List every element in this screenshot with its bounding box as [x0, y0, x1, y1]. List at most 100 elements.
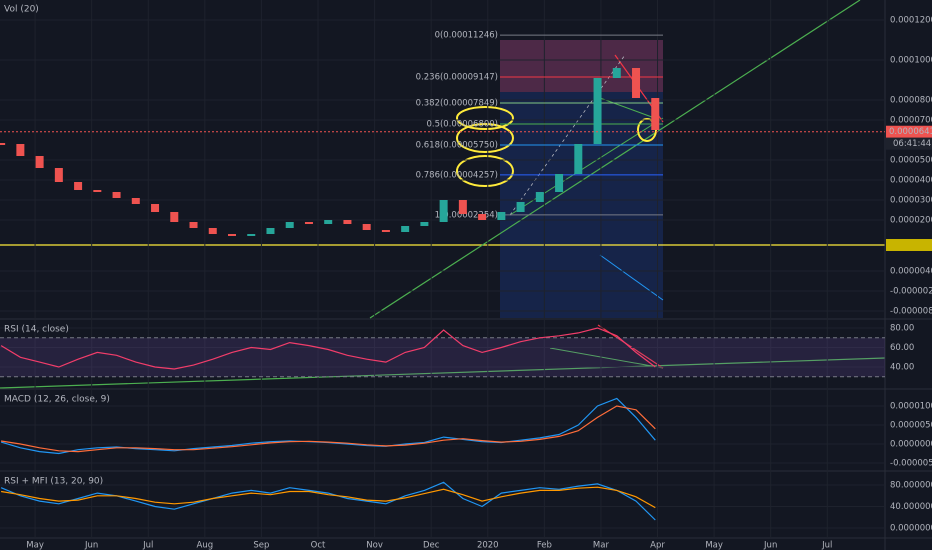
y-tick-label: 0.00012000: [890, 16, 932, 26]
candle: [478, 214, 487, 220]
x-tick-label: Aug: [197, 541, 214, 550]
y-tick-label: 0.00000400: [890, 267, 932, 277]
y-tick-label: -0.00000200: [890, 287, 932, 297]
y-tick-label: 40.00: [890, 363, 914, 373]
fib-label: 0.786(0.00004257): [416, 170, 498, 180]
fib-label: 0.236(0.00009147): [416, 73, 498, 83]
candle: [0, 143, 6, 145]
x-tick-label: May: [26, 541, 44, 550]
candle: [593, 78, 602, 144]
candle: [151, 204, 160, 212]
y-tick-label: -0.00000500: [890, 459, 932, 469]
candle: [343, 220, 352, 224]
y-tick-label: 0.00008000: [890, 96, 932, 106]
candle: [362, 224, 371, 230]
y-tick-label: 80.00: [890, 324, 914, 334]
rsi-trendline: [549, 347, 664, 369]
candle: [497, 212, 506, 220]
fib-diagonal: [509, 54, 626, 216]
candle: [304, 222, 313, 224]
fib-label: 1(0.00002254): [435, 210, 498, 220]
x-tick-label: May: [705, 541, 723, 550]
pane-title: RSI + MFI (13, 20, 90): [4, 477, 103, 487]
candle: [228, 234, 237, 236]
countdown-tag: [886, 137, 932, 150]
x-tick-label: Sep: [253, 541, 269, 550]
y-tick-label: -0.00000800: [890, 307, 932, 317]
candle: [516, 202, 525, 212]
candle: [632, 68, 641, 98]
trendline: [509, 117, 664, 216]
y-tick-label: 60.00: [890, 343, 914, 353]
candle: [247, 234, 256, 236]
highlight: [456, 106, 514, 130]
candle: [401, 226, 410, 232]
candle: [54, 168, 63, 182]
fib-label: 0.618(0.00005750): [416, 141, 498, 151]
highlight: [456, 155, 514, 187]
x-tick-label: 2020: [477, 541, 499, 550]
y-tick-label: 0.00000000: [890, 524, 932, 534]
highlight: [456, 123, 514, 153]
rsi-trendline: [0, 357, 886, 389]
candle: [555, 174, 564, 192]
candle: [74, 182, 83, 190]
y-tick-label: 0.00005000: [890, 156, 932, 166]
indicator-line: [0, 481, 656, 521]
candle: [93, 190, 102, 192]
trendline: [369, 0, 861, 319]
x-tick-label: Oct: [311, 541, 326, 550]
y-tick-label: 0.00001000: [890, 401, 932, 411]
trendline: [599, 254, 664, 301]
y-tick-label: 0.00003000: [890, 196, 932, 206]
x-tick-label: Jul: [142, 541, 153, 550]
last-price-tag: [886, 125, 932, 138]
candle: [285, 222, 294, 228]
y-tick-label: 80.00000000: [890, 481, 932, 491]
candle: [535, 192, 544, 202]
indicator-line: [0, 327, 656, 370]
pane-title: MACD (12, 26, close, 9): [4, 395, 110, 405]
pane-title: Vol (20): [4, 5, 39, 15]
y-tick-label: 0.00000500: [890, 420, 932, 430]
x-tick-label: Jul: [821, 541, 832, 550]
y-tick-label: 0.00002000: [890, 216, 932, 226]
fib-label: 0(0.00011246): [435, 31, 498, 41]
pane-title: RSI (14, close): [4, 325, 69, 335]
candle: [112, 192, 121, 198]
candle: [458, 200, 467, 214]
candle: [381, 230, 390, 232]
candle: [612, 68, 621, 78]
countdown-label: 06:41:44: [893, 139, 931, 149]
candle: [324, 220, 333, 224]
candle: [651, 98, 660, 130]
x-tick-label: Dec: [423, 541, 440, 550]
y-tick-label: 0.00004000: [890, 176, 932, 186]
x-tick-label: Apr: [650, 541, 665, 550]
fib-label: 0.382(0.00007849): [416, 99, 498, 109]
y-tick-label: 40.00000000: [890, 502, 932, 512]
candle: [16, 144, 25, 156]
y-tick-label: 0.00007000: [890, 116, 932, 126]
candle: [266, 228, 275, 234]
candle: [170, 212, 179, 222]
x-tick-label: Feb: [537, 541, 552, 550]
last-price-label: 0.00006413: [889, 127, 932, 137]
indicator-line: [1, 405, 656, 453]
candle: [189, 222, 198, 228]
x-tick-label: Jun: [763, 541, 777, 550]
candle: [35, 156, 44, 168]
trendline: [599, 97, 661, 121]
candle: [574, 144, 583, 174]
fib-label: 0.5(0.00006800): [426, 120, 498, 130]
y-tick-label: 0.00000000: [890, 439, 932, 449]
candle: [208, 228, 217, 234]
candle: [439, 200, 448, 222]
rsi-band: [0, 337, 885, 377]
x-tick-label: Nov: [366, 541, 383, 550]
indicator-line: [1, 486, 656, 509]
x-tick-label: Jun: [84, 541, 98, 550]
candle: [420, 222, 429, 226]
x-tick-label: Mar: [593, 541, 610, 550]
